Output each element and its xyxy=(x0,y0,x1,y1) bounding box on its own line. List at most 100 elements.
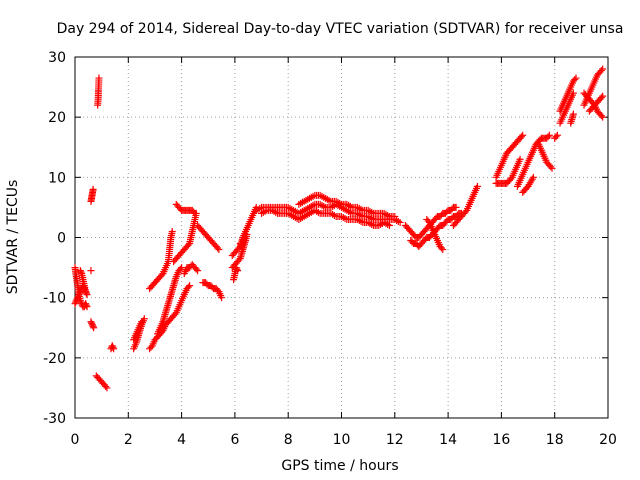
y-axis-tick-labels: -30 -20 -10 0 10 20 30 xyxy=(43,50,66,427)
data-point xyxy=(158,271,166,279)
data-point xyxy=(461,208,469,216)
y-tick-label: 30 xyxy=(48,50,66,66)
x-tick-label: 10 xyxy=(333,432,351,448)
data-point xyxy=(597,67,605,75)
data-point xyxy=(214,286,222,294)
data-point xyxy=(572,74,580,82)
data-point xyxy=(569,89,577,97)
data-point xyxy=(73,295,81,303)
data-point xyxy=(599,65,607,73)
data-point xyxy=(599,92,607,100)
data-point xyxy=(516,155,524,163)
data-point xyxy=(473,182,481,190)
data-point xyxy=(240,234,248,241)
data-point xyxy=(569,110,577,118)
data-point xyxy=(184,283,192,291)
data-point xyxy=(396,218,404,226)
data-point xyxy=(186,282,194,290)
data-point xyxy=(424,217,432,225)
data-point xyxy=(192,209,200,217)
data-point xyxy=(552,133,560,141)
y-tick-label: -30 xyxy=(43,411,66,427)
data-point xyxy=(108,342,116,350)
data-point xyxy=(72,298,80,306)
data-point xyxy=(545,131,553,139)
data-point xyxy=(168,227,176,235)
x-axis-tick-labels: 0 2 4 6 8 10 12 14 16 18 20 xyxy=(71,432,617,448)
data-point xyxy=(391,212,399,220)
x-tick-label: 20 xyxy=(599,432,617,448)
y-tick-label: -10 xyxy=(43,291,66,307)
data-point xyxy=(76,289,84,297)
data-point xyxy=(548,164,556,172)
data-point xyxy=(77,268,85,276)
data-point xyxy=(89,322,97,330)
data-point xyxy=(87,267,95,275)
data-point xyxy=(82,288,90,296)
data-point xyxy=(75,291,83,299)
data-point xyxy=(76,267,84,275)
data-point xyxy=(171,310,179,318)
data-point xyxy=(385,221,393,229)
data-point xyxy=(234,267,242,275)
data-point xyxy=(74,294,82,302)
data-point xyxy=(214,244,222,252)
data-point xyxy=(238,243,246,251)
x-tick-label: 16 xyxy=(492,432,510,448)
data-point xyxy=(88,321,96,329)
data-point xyxy=(82,289,90,297)
data-point xyxy=(103,384,111,392)
x-tick-label: 18 xyxy=(546,432,564,448)
data-point xyxy=(519,131,527,139)
data-point xyxy=(83,291,91,299)
data-point xyxy=(138,318,146,326)
data-point xyxy=(147,343,155,351)
y-tick-label: 10 xyxy=(48,170,66,186)
y-axis-label: SDTVAR / TECUs xyxy=(5,180,21,295)
data-point xyxy=(89,185,97,193)
data-point xyxy=(184,241,192,249)
x-tick-label: 2 xyxy=(124,432,133,448)
data-point xyxy=(218,294,226,302)
chart-title: Day 294 of 2014, Sidereal Day-to-day VTE… xyxy=(57,21,624,37)
data-point xyxy=(238,241,246,249)
data-point xyxy=(82,300,90,308)
x-axis-label: GPS time / hours xyxy=(281,458,398,474)
y-tick-label: 20 xyxy=(48,110,66,126)
data-point xyxy=(547,163,555,171)
data-point xyxy=(597,94,605,102)
data-point xyxy=(110,345,118,353)
x-tick-label: 6 xyxy=(230,432,239,448)
data-point xyxy=(439,246,447,254)
axis-ticks xyxy=(74,56,609,419)
data-point xyxy=(102,382,110,390)
data-point xyxy=(194,267,202,275)
data-point xyxy=(571,76,579,84)
data-point xyxy=(215,246,223,254)
data-point xyxy=(87,318,95,326)
data-point xyxy=(74,292,82,300)
data-point xyxy=(71,300,79,308)
data-point xyxy=(437,244,445,252)
data-points xyxy=(71,65,607,392)
data-point xyxy=(82,301,90,309)
data-point xyxy=(72,297,80,305)
data-point xyxy=(553,131,561,139)
y-tick-label: -20 xyxy=(43,351,66,367)
x-tick-label: 4 xyxy=(177,432,186,448)
data-point xyxy=(232,264,240,272)
data-point xyxy=(95,74,103,82)
data-point xyxy=(544,133,552,141)
data-point xyxy=(529,173,537,181)
data-point xyxy=(597,112,605,120)
data-point xyxy=(90,324,98,332)
data-point xyxy=(192,265,200,273)
data-point xyxy=(83,303,91,311)
grid xyxy=(75,57,608,418)
y-tick-label: 0 xyxy=(57,231,66,247)
x-tick-label: 14 xyxy=(439,432,457,448)
data-point xyxy=(233,265,241,273)
data-point xyxy=(599,113,607,121)
